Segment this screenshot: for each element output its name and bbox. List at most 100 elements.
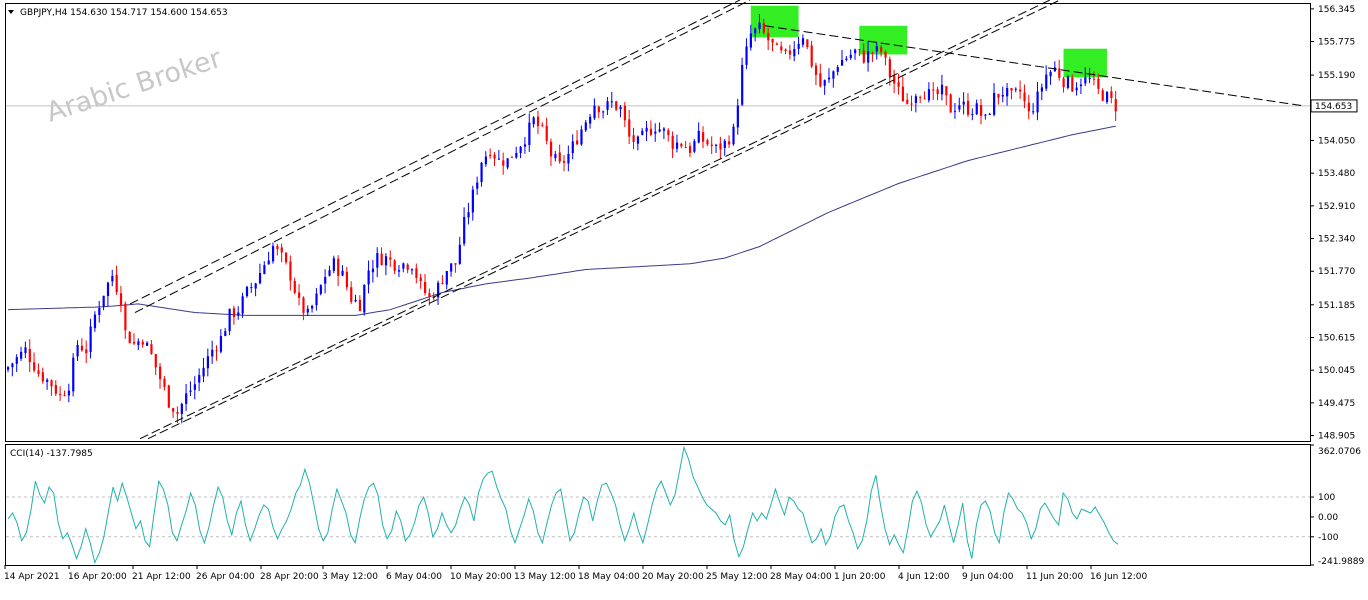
candle-body (11, 363, 14, 368)
candle-body (636, 136, 640, 144)
candle-body (1088, 78, 1091, 80)
x-tick-label: 20 May 20:00 (642, 572, 704, 582)
candle-body (827, 77, 831, 80)
x-tick-label: 1 Jun 20:00 (834, 572, 886, 582)
cci-tick-label: 100 (1318, 493, 1335, 503)
candle-body (862, 50, 865, 63)
candle-body (502, 160, 505, 166)
candle-body (445, 270, 448, 285)
candle-body (389, 257, 392, 260)
candle-body (33, 362, 36, 371)
candle-body (506, 158, 509, 168)
y-tick-label: 155.775 (1318, 38, 1355, 48)
candle-body (159, 366, 162, 380)
candle-body (1114, 99, 1117, 112)
candle-body (215, 350, 218, 352)
candle-body (211, 349, 214, 357)
candle-body (328, 270, 331, 276)
candle-body (706, 140, 709, 145)
candle-body (228, 308, 231, 332)
candle-body (888, 59, 891, 77)
candle-body (241, 296, 244, 314)
candle-body (324, 277, 327, 284)
candle-body (245, 286, 249, 297)
candle-body (797, 43, 800, 49)
candle-body (441, 282, 444, 284)
candle-body (115, 274, 118, 293)
candle-body (871, 52, 874, 54)
candle-body (315, 293, 318, 306)
candle-body (202, 367, 205, 377)
candle-body (141, 341, 144, 345)
candle-body (1010, 88, 1013, 91)
candle-body (410, 269, 414, 271)
candle-body (632, 135, 635, 142)
candle-body (684, 147, 687, 149)
candle-body (884, 51, 887, 58)
candle-body (1032, 111, 1035, 113)
candle-body (567, 153, 570, 164)
candle-body (597, 106, 600, 113)
candle-body (280, 247, 283, 253)
candle-body (997, 93, 1000, 98)
candle-body (167, 385, 170, 408)
candle-body (832, 71, 835, 79)
candle-body (940, 84, 944, 95)
candle-body (476, 182, 479, 189)
candle-body (893, 75, 896, 84)
candle-body (788, 50, 792, 55)
candle-body (72, 357, 75, 392)
candle-body (1036, 91, 1039, 113)
candle-body (63, 395, 66, 397)
candle-body (180, 403, 183, 415)
candle-body (945, 86, 948, 96)
x-tick-label: 11 Jun 20:00 (1026, 572, 1083, 582)
candle-body (528, 122, 531, 146)
candle-body (962, 101, 965, 105)
candle-body (949, 94, 952, 113)
candle-body (923, 98, 926, 100)
candle-body (932, 89, 935, 91)
candle-body (980, 105, 983, 116)
candle-body (1040, 87, 1044, 92)
candle-body (602, 111, 605, 113)
candle-body (536, 116, 540, 127)
candle-body (497, 158, 501, 160)
candle-body (958, 105, 961, 110)
candle-body (263, 265, 266, 274)
candle-body (593, 105, 596, 119)
candle-body (367, 270, 370, 285)
candle-body (793, 49, 796, 57)
candle-body (424, 281, 427, 293)
candle-body (984, 114, 987, 116)
candle-body (358, 299, 362, 312)
candle-body (615, 101, 618, 110)
candle-body (510, 156, 514, 158)
candle-body (450, 263, 453, 272)
axes: 156.345155.775155.190154.620154.050153.4… (4, 5, 1364, 582)
candle-body (298, 292, 301, 298)
candle-body (7, 367, 10, 370)
candle-body (397, 270, 401, 272)
trend-line (129, 0, 741, 305)
candle-body (189, 390, 192, 392)
candle-body (867, 51, 870, 63)
candle-body (67, 390, 71, 396)
candle-body (545, 125, 548, 141)
candle-body (254, 283, 257, 289)
candle-body (406, 264, 409, 270)
candle-body (580, 129, 583, 145)
candle-body (836, 67, 839, 72)
candle-body (89, 326, 92, 352)
candle-body (823, 80, 826, 86)
candle-body (345, 271, 349, 288)
candle-body (584, 122, 587, 131)
candle-body (845, 58, 848, 60)
candle-body (532, 117, 535, 125)
y-tick-label: 149.475 (1318, 399, 1355, 409)
candle-body (606, 101, 609, 110)
candle-body (649, 128, 653, 135)
candle-body (419, 277, 422, 282)
candle-body (671, 135, 674, 149)
